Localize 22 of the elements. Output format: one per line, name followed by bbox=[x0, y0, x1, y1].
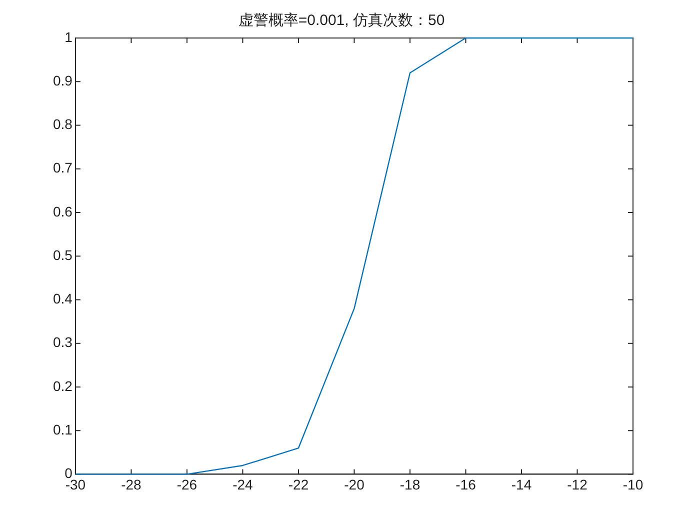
y-tick-label: 0.7 bbox=[52, 160, 73, 176]
y-tick-label: 0.1 bbox=[52, 421, 73, 438]
x-tick-label: -18 bbox=[400, 476, 420, 492]
x-tick-label: -22 bbox=[288, 476, 309, 492]
x-tick-label: -28 bbox=[121, 476, 142, 492]
chart-title: 虚警概率=0.001, 仿真次数：50 bbox=[238, 12, 445, 30]
x-tick-label: -12 bbox=[567, 476, 588, 492]
x-tick-label: -20 bbox=[344, 476, 365, 492]
x-tick-label: -16 bbox=[456, 476, 476, 492]
y-tick-label: 1 bbox=[64, 28, 73, 45]
x-tick-label: -14 bbox=[511, 476, 532, 492]
y-tick-label: 0.9 bbox=[52, 72, 73, 88]
y-tick-label: 0.4 bbox=[52, 290, 73, 307]
y-tick-label: 0.8 bbox=[52, 116, 73, 132]
x-tick-label: -10 bbox=[622, 476, 644, 492]
y-tick-label: 0.5 bbox=[52, 246, 73, 263]
y-tick-label: 0.3 bbox=[52, 334, 73, 350]
x-tick-label: -26 bbox=[176, 476, 198, 492]
y-tick-label: 0.2 bbox=[52, 378, 73, 394]
y-tick-label: 0 bbox=[64, 465, 73, 482]
x-tick-label: -24 bbox=[232, 476, 254, 492]
y-tick-label: 0.6 bbox=[52, 203, 73, 220]
